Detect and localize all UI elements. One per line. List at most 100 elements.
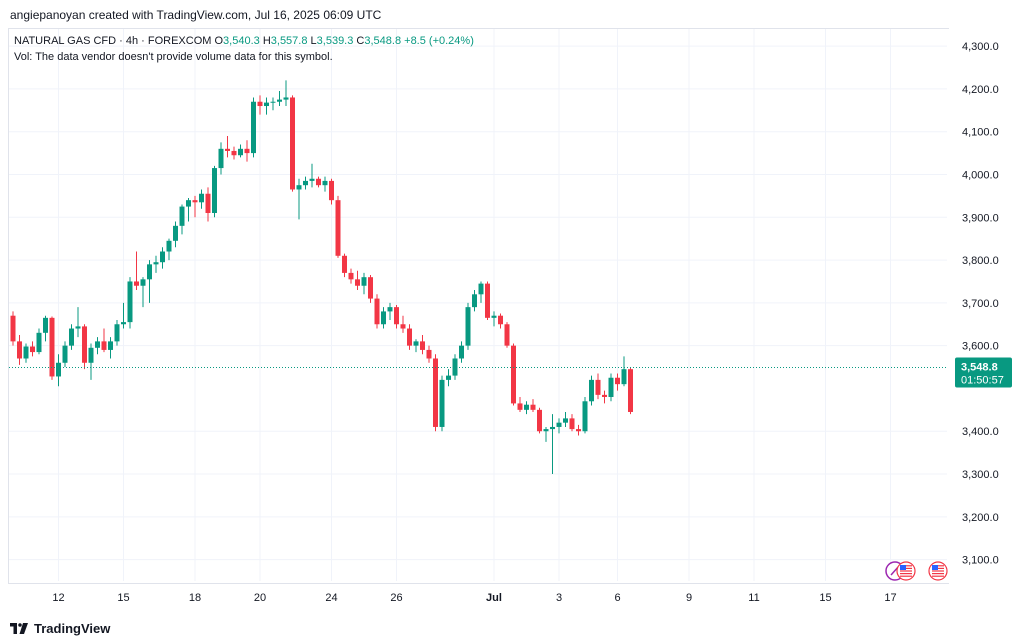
- x-tick-label: 11: [748, 592, 759, 604]
- y-tick-label: 3,700.0: [962, 298, 999, 310]
- candle-body: [472, 294, 477, 308]
- x-tick-label: 17: [884, 592, 896, 604]
- open-value: 3,540.3: [223, 35, 260, 47]
- us-flag-canton: [900, 565, 906, 570]
- x-tick-label: 18: [189, 592, 201, 604]
- brand-name: TradingView: [34, 621, 111, 636]
- candle-body: [10, 315, 16, 342]
- candles-group: [10, 80, 633, 475]
- candle-body: [608, 377, 614, 397]
- candle-body: [569, 418, 575, 430]
- candle-body: [179, 206, 185, 226]
- us-flag-icon: [928, 561, 948, 581]
- candle-body: [296, 185, 302, 190]
- candle-body: [543, 429, 549, 432]
- open-label: O: [214, 35, 224, 47]
- candle-body: [413, 341, 419, 346]
- candle-body: [368, 277, 373, 299]
- candle-body: [238, 148, 243, 156]
- price-tag: 3,548.801:50:57: [955, 357, 1012, 388]
- candle-body: [615, 377, 620, 385]
- symbol-legend: NATURAL GAS CFD · 4h · FOREXCOM O3,540.3…: [14, 33, 474, 65]
- y-tick-label: 3,600.0: [962, 341, 999, 353]
- candle-body: [173, 225, 178, 241]
- author-credit: angiepanoyan created with TradingView.co…: [10, 8, 382, 22]
- candle-body: [62, 345, 68, 363]
- candle-body: [231, 150, 237, 156]
- price-tag-countdown: 01:50:57: [961, 375, 1004, 387]
- candle-body: [244, 148, 250, 154]
- candle-body: [257, 101, 263, 107]
- candle-body: [621, 369, 627, 385]
- candle-body: [387, 307, 393, 312]
- y-tick-label: 3,900.0: [962, 212, 999, 224]
- x-tick-label: 20: [254, 592, 266, 604]
- y-tick-label: 3,300.0: [962, 469, 999, 481]
- close-label: C: [356, 35, 365, 47]
- candle-body: [348, 272, 354, 280]
- candle-body: [316, 178, 321, 186]
- high-label: H: [262, 35, 271, 47]
- candle-body: [186, 200, 191, 207]
- candle-body: [394, 307, 399, 325]
- us-flag-icon: [896, 561, 916, 581]
- candle-body: [400, 324, 406, 329]
- brand-footer[interactable]: TradingView: [10, 621, 110, 636]
- x-tick-label: 6: [614, 592, 620, 604]
- candle-body: [498, 315, 503, 325]
- candle-body: [563, 418, 568, 423]
- candle-body: [69, 328, 74, 346]
- candle-body: [355, 279, 360, 286]
- candle-body: [95, 341, 100, 348]
- y-tick-label: 3,200.0: [962, 512, 999, 524]
- candle-body: [303, 180, 308, 186]
- candle-body: [121, 322, 126, 325]
- y-tick-label: 3,800.0: [962, 255, 999, 267]
- candle-body: [485, 283, 490, 318]
- symbol-label[interactable]: NATURAL GAS CFD · 4h · FOREXCOM: [14, 35, 212, 47]
- candle-body: [329, 180, 334, 201]
- y-tick-label: 3,400.0: [962, 426, 999, 438]
- candle-body: [251, 101, 256, 154]
- volume-note: Vol: The data vendor doesn't provide vol…: [14, 51, 333, 63]
- candle-body: [140, 279, 146, 286]
- candle-body: [290, 97, 295, 190]
- candle-body: [420, 341, 425, 350]
- chart-pane[interactable]: [8, 28, 949, 584]
- change-value: +8.5 (+0.24%): [404, 35, 474, 47]
- x-tick-label: Jul: [486, 592, 502, 604]
- candle-body: [433, 358, 438, 427]
- candle-body: [309, 178, 315, 181]
- candle-body: [49, 317, 55, 377]
- candle-body: [127, 281, 133, 323]
- candle-body: [452, 358, 458, 376]
- x-tick-label: 9: [686, 592, 692, 604]
- candle-body: [335, 200, 341, 256]
- candle-body: [153, 262, 159, 265]
- high-value: 3,557.8: [270, 35, 308, 47]
- candle-body: [628, 369, 633, 412]
- candle-body: [114, 324, 120, 342]
- x-tick-label: 24: [325, 592, 337, 604]
- candle-body: [283, 97, 289, 100]
- candle-body: [530, 404, 536, 410]
- candle-body: [582, 401, 588, 432]
- candle-body: [439, 379, 445, 427]
- candle-body: [524, 404, 529, 410]
- candle-body: [426, 349, 432, 359]
- candle-body: [517, 403, 523, 410]
- candle-body: [277, 99, 282, 102]
- candle-body: [17, 341, 22, 359]
- candle-body: [30, 346, 35, 353]
- candle-body: [589, 379, 594, 402]
- candle-body: [264, 102, 269, 107]
- x-tick-label: 15: [819, 592, 831, 604]
- candle-body: [192, 200, 198, 203]
- candle-body: [82, 326, 87, 363]
- candle-body: [491, 315, 497, 318]
- candle-body: [322, 180, 328, 186]
- ohlc-line: NATURAL GAS CFD · 4h · FOREXCOM O3,540.3…: [14, 33, 474, 49]
- candle-body: [160, 251, 165, 263]
